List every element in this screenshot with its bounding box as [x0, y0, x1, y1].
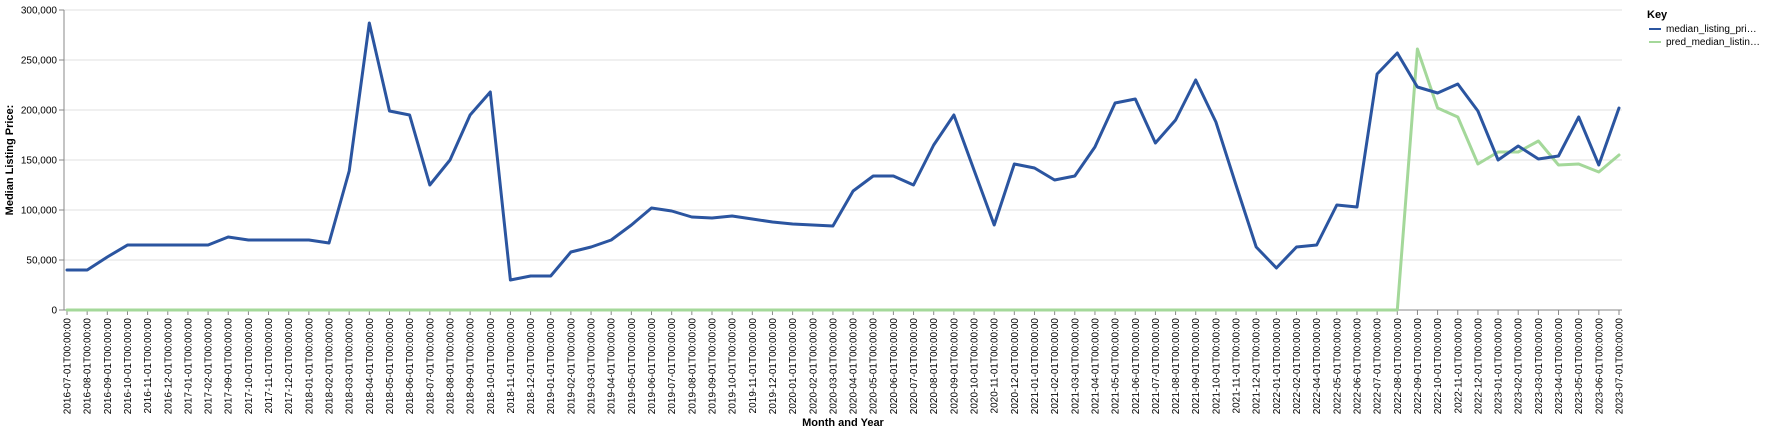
x-tick-label: 2020-11-01T00:00:00 — [990, 318, 1001, 414]
x-tick-label: 2022-02-01T00:00:00 — [1292, 318, 1303, 415]
x-tick-label: 2022-10-01T00:00:00 — [1433, 318, 1444, 415]
x-tick-label: 2016-07-01T00:00:00 — [63, 318, 74, 415]
x-tick-label: 2021-07-01T00:00:00 — [1151, 318, 1162, 415]
legend-label: median_listing_pri… — [1666, 24, 1757, 35]
series-line-pred-median-listing-price — [65, 47, 1621, 312]
x-tick-label: 2016-08-01T00:00:00 — [83, 318, 94, 415]
x-tick-label: 2022-06-01T00:00:00 — [1352, 318, 1363, 415]
x-tick-label: 2019-03-01T00:00:00 — [587, 318, 598, 415]
x-tick-label: 2021-12-01T00:00:00 — [1252, 318, 1263, 415]
x-axis-title: Month and Year — [802, 417, 884, 429]
x-tick-label: 2018-03-01T00:00:00 — [345, 318, 356, 415]
x-tick-label: 2020-04-01T00:00:00 — [849, 318, 860, 415]
x-tick-label: 2022-08-01T00:00:00 — [1393, 318, 1404, 415]
x-tick-label: 2018-09-01T00:00:00 — [466, 318, 477, 415]
x-tick-label: 2022-09-01T00:00:00 — [1413, 318, 1424, 415]
x-tick-label: 2020-10-01T00:00:00 — [970, 318, 981, 415]
x-tick-label: 2021-05-01T00:00:00 — [1111, 318, 1122, 415]
x-tick-label: 2022-07-01T00:00:00 — [1373, 318, 1384, 415]
x-tick-label: 2020-03-01T00:00:00 — [828, 318, 839, 415]
x-tick-label: 2019-06-01T00:00:00 — [647, 318, 658, 415]
legend-title: Key — [1647, 9, 1668, 21]
x-tick-label: 2021-08-01T00:00:00 — [1171, 318, 1182, 415]
x-tick-label: 2021-06-01T00:00:00 — [1131, 318, 1142, 415]
x-tick-label: 2022-05-01T00:00:00 — [1332, 318, 1343, 415]
x-tick-label: 2022-11-01T00:00:00 — [1453, 318, 1464, 414]
x-tick-label: 2020-12-01T00:00:00 — [1010, 318, 1021, 415]
x-tick-label: 2018-11-01T00:00:00 — [506, 318, 517, 414]
x-tick-label: 2019-02-01T00:00:00 — [566, 318, 577, 415]
x-tick-label: 2022-01-01T00:00:00 — [1272, 318, 1283, 415]
x-tick-label: 2022-12-01T00:00:00 — [1473, 318, 1484, 415]
x-tick-label: 2018-08-01T00:00:00 — [445, 318, 456, 415]
x-tick-label: 2018-06-01T00:00:00 — [405, 318, 416, 415]
series-lines — [65, 21, 1621, 312]
x-tick-label: 2019-04-01T00:00:00 — [607, 318, 618, 415]
x-tick-label: 2020-06-01T00:00:00 — [889, 318, 900, 415]
x-tick-label: 2020-05-01T00:00:00 — [869, 318, 880, 415]
gridlines — [64, 9, 1622, 311]
x-tick-label: 2021-04-01T00:00:00 — [1090, 318, 1101, 415]
x-tick-label: 2021-02-01T00:00:00 — [1050, 318, 1061, 415]
x-tick-label: 2019-12-01T00:00:00 — [768, 318, 779, 415]
x-tick-label: 2022-04-01T00:00:00 — [1312, 318, 1323, 415]
y-tick-label: 200,000 — [21, 106, 58, 117]
x-tick-label: 2017-12-01T00:00:00 — [284, 318, 295, 415]
x-tick-label: 2020-09-01T00:00:00 — [949, 318, 960, 415]
x-tick-label: 2019-05-01T00:00:00 — [627, 318, 638, 415]
x-tick-label: 2020-08-01T00:00:00 — [929, 318, 940, 415]
x-tick-label: 2023-05-01T00:00:00 — [1574, 318, 1585, 415]
x-tick-label: 2021-03-01T00:00:00 — [1070, 318, 1081, 415]
x-tick-label: 2023-07-01T00:00:00 — [1615, 318, 1626, 415]
x-tick-label: 2019-09-01T00:00:00 — [707, 318, 718, 415]
x-tick-label: 2019-10-01T00:00:00 — [728, 318, 739, 415]
y-axis: 0 50,000 100,000 150,000 200,000 250,000 300,0… — [21, 6, 65, 317]
x-tick-label: 2018-05-01T00:00:00 — [385, 318, 396, 415]
y-tick-label: 300,000 — [21, 6, 58, 17]
x-tick-label: 2023-01-01T00:00:00 — [1494, 318, 1505, 415]
x-tick-label: 2021-01-01T00:00:00 — [1030, 318, 1041, 415]
x-tick-label: 2021-09-01T00:00:00 — [1191, 318, 1202, 415]
y-axis-title: Median Listing Price: — [4, 105, 16, 216]
x-tick-label: 2020-07-01T00:00:00 — [909, 318, 920, 415]
x-tick-label: 2020-01-01T00:00:00 — [788, 318, 799, 415]
y-tick-label: 50,000 — [26, 256, 57, 267]
x-tick-label: 2023-02-01T00:00:00 — [1514, 318, 1525, 415]
x-tick-label: 2016-12-01T00:00:00 — [163, 318, 174, 415]
x-tick-label: 2021-10-01T00:00:00 — [1211, 318, 1222, 415]
x-tick-label: 2020-02-01T00:00:00 — [808, 318, 819, 415]
y-tick-label: 100,000 — [21, 206, 58, 217]
x-tick-label: 2018-10-01T00:00:00 — [486, 318, 497, 415]
x-tick-label: 2018-02-01T00:00:00 — [325, 318, 336, 415]
series-line-median-listing-price — [65, 21, 1621, 282]
x-tick-label: 2018-01-01T00:00:00 — [304, 318, 315, 415]
x-tick-label: 2016-11-01T00:00:00 — [143, 318, 154, 414]
x-tick-label: 2019-08-01T00:00:00 — [687, 318, 698, 415]
x-tick-label: 2023-04-01T00:00:00 — [1554, 318, 1565, 415]
x-tick-label: 2018-12-01T00:00:00 — [526, 318, 537, 415]
x-tick-label: 2017-10-01T00:00:00 — [244, 318, 255, 415]
y-tick-label: 0 — [51, 306, 57, 317]
x-tick-label: 2023-06-01T00:00:00 — [1594, 318, 1605, 415]
legend: Key median_listing_pri… pred_median_listi… — [1647, 9, 1760, 48]
x-tick-label: 2021-11-01T00:00:00 — [1232, 318, 1243, 414]
x-tick-label: 2019-07-01T00:00:00 — [667, 318, 678, 415]
y-tick-label: 150,000 — [21, 156, 58, 167]
x-tick-label: 2018-04-01T00:00:00 — [365, 318, 376, 415]
x-tick-label: 2017-11-01T00:00:00 — [264, 318, 275, 414]
x-tick-label: 2019-11-01T00:00:00 — [748, 318, 759, 414]
x-tick-label: 2023-03-01T00:00:00 — [1534, 318, 1545, 415]
x-tick-label: 2016-10-01T00:00:00 — [123, 318, 134, 415]
x-axis: 2016-07-01T00:00:00 2016-08-01T00:00:00 20… — [63, 309, 1626, 415]
x-tick-label: 2018-07-01T00:00:00 — [425, 318, 436, 415]
x-tick-label: 2016-09-01T00:00:00 — [103, 318, 114, 415]
legend-label: pred_median_listin… — [1666, 37, 1760, 48]
x-tick-label: 2017-09-01T00:00:00 — [224, 318, 235, 415]
x-tick-label: 2017-01-01T00:00:00 — [183, 318, 194, 415]
x-tick-label: 2019-01-01T00:00:00 — [546, 318, 557, 415]
y-tick-label: 250,000 — [21, 56, 58, 67]
x-tick-label: 2017-02-01T00:00:00 — [204, 318, 215, 415]
